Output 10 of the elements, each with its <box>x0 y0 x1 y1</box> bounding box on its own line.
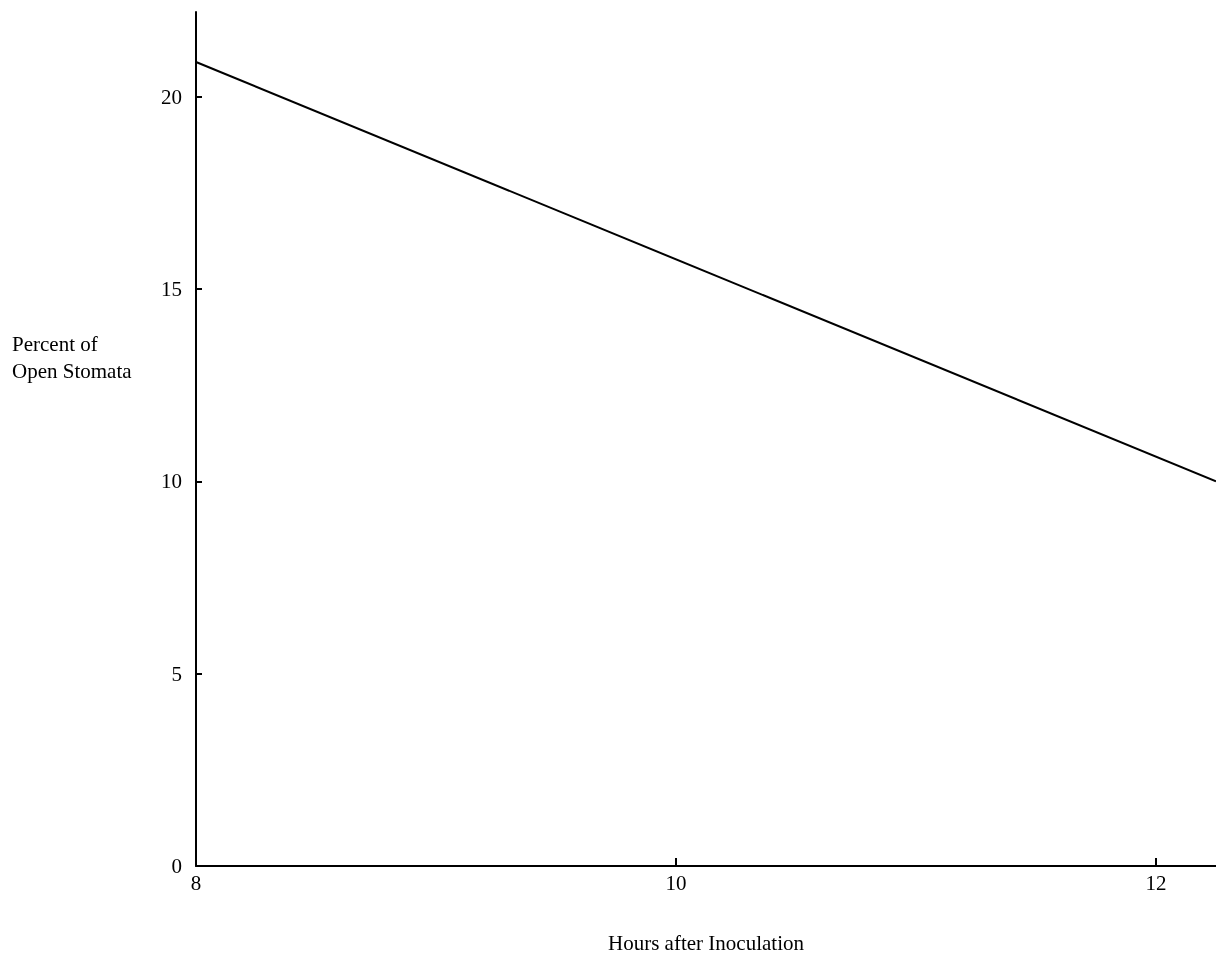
y-tick-label: 5 <box>171 661 182 686</box>
x-tick-label: 12 <box>1145 870 1167 895</box>
x-axis-title: Hours after Inoculation <box>608 930 805 955</box>
x-tick-label: 10 <box>665 870 687 895</box>
x-tick-label: 8 <box>190 870 202 895</box>
y-tick-label: 0 <box>171 854 182 878</box>
y-tick-label: 10 <box>161 469 182 494</box>
y-tick-label: 20 <box>161 84 182 109</box>
y-axis-title: Percent of Open Stomata <box>12 331 133 383</box>
y-tick-label: 15 <box>161 276 182 301</box>
